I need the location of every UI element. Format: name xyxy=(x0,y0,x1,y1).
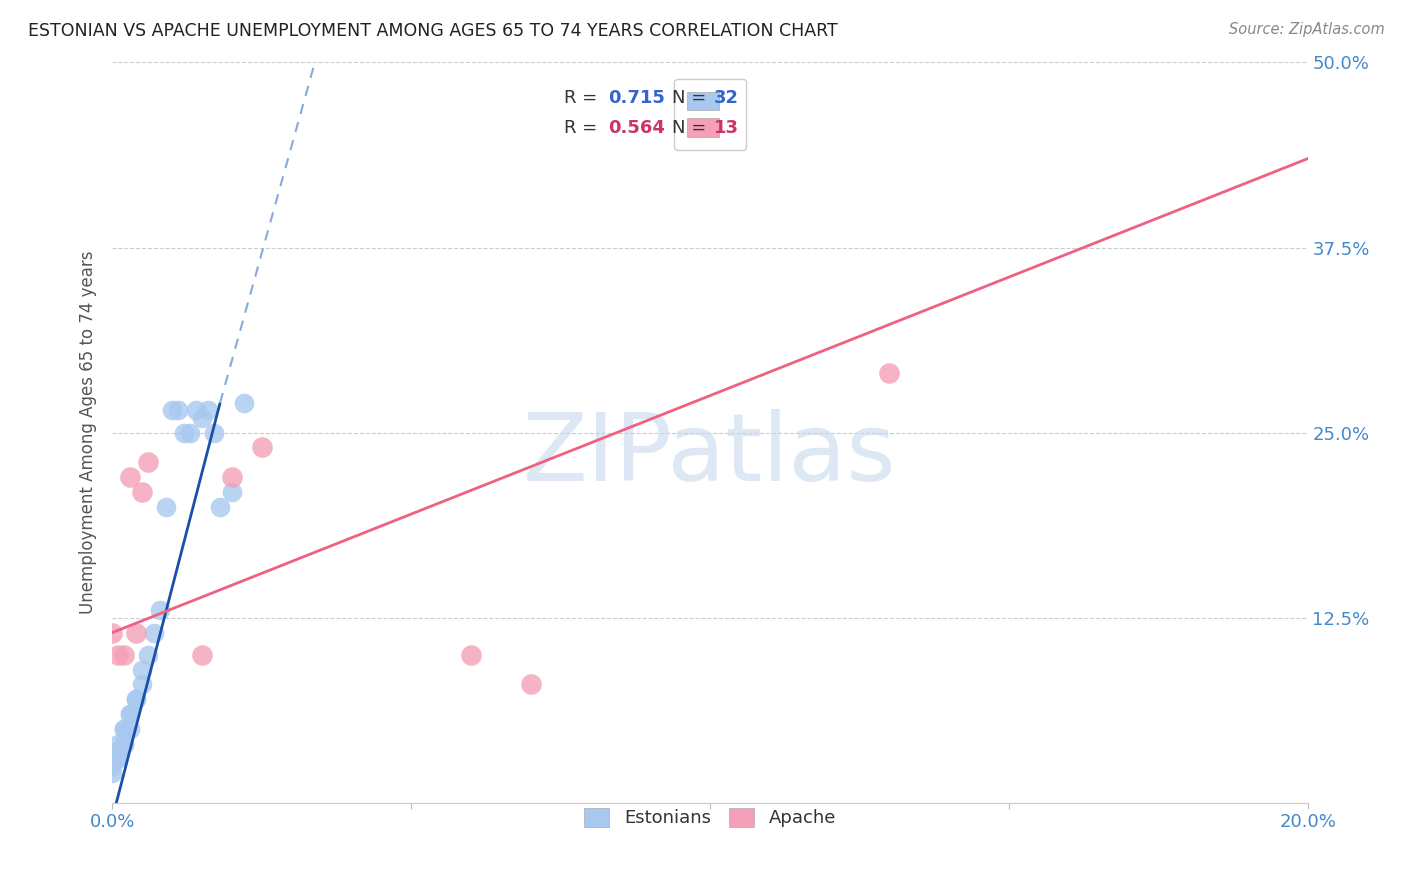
Point xyxy=(250,441,273,455)
Point xyxy=(131,677,153,691)
Point xyxy=(233,396,256,410)
Point xyxy=(107,751,129,765)
Point xyxy=(173,425,195,440)
Point xyxy=(101,758,124,772)
Point xyxy=(167,403,190,417)
Point xyxy=(149,603,172,617)
Point xyxy=(221,470,243,484)
Point xyxy=(162,403,183,417)
Point xyxy=(107,751,129,765)
Point xyxy=(125,692,148,706)
Point xyxy=(125,692,148,706)
Text: N =: N = xyxy=(672,119,711,136)
Y-axis label: Unemployment Among Ages 65 to 74 years: Unemployment Among Ages 65 to 74 years xyxy=(79,251,97,615)
Point xyxy=(221,484,243,499)
Point xyxy=(209,500,232,514)
Point xyxy=(138,455,160,469)
Point xyxy=(191,648,214,662)
Text: 0.564: 0.564 xyxy=(609,119,665,136)
Point xyxy=(143,625,166,640)
Point xyxy=(131,484,153,499)
Text: Source: ZipAtlas.com: Source: ZipAtlas.com xyxy=(1229,22,1385,37)
Point xyxy=(120,706,142,721)
Point xyxy=(179,425,201,440)
Point xyxy=(520,677,543,691)
Text: ESTONIAN VS APACHE UNEMPLOYMENT AMONG AGES 65 TO 74 YEARS CORRELATION CHART: ESTONIAN VS APACHE UNEMPLOYMENT AMONG AG… xyxy=(28,22,838,40)
Text: ZIPatlas: ZIPatlas xyxy=(523,409,897,500)
Point xyxy=(107,737,129,751)
Legend: Estonians, Apache: Estonians, Apache xyxy=(574,797,846,838)
Point xyxy=(120,706,142,721)
Point xyxy=(186,403,208,417)
Text: 0.715: 0.715 xyxy=(609,89,665,107)
Point xyxy=(155,500,177,514)
Point xyxy=(114,722,135,736)
Text: 13: 13 xyxy=(714,119,738,136)
Text: N =: N = xyxy=(672,89,711,107)
Point xyxy=(131,663,153,677)
Point xyxy=(202,425,225,440)
Point xyxy=(120,722,142,736)
Point xyxy=(197,403,219,417)
Point xyxy=(107,648,129,662)
Point xyxy=(879,367,901,381)
Text: R =: R = xyxy=(564,89,603,107)
Point xyxy=(460,648,482,662)
Point xyxy=(114,737,135,751)
Point xyxy=(114,722,135,736)
Text: R =: R = xyxy=(564,119,603,136)
Point xyxy=(114,737,135,751)
Point xyxy=(120,470,142,484)
Point xyxy=(191,410,214,425)
Point xyxy=(114,648,135,662)
Point xyxy=(107,744,129,758)
Text: 32: 32 xyxy=(714,89,738,107)
Point xyxy=(101,625,124,640)
Point xyxy=(125,625,148,640)
Point xyxy=(101,766,124,780)
Point xyxy=(138,648,160,662)
